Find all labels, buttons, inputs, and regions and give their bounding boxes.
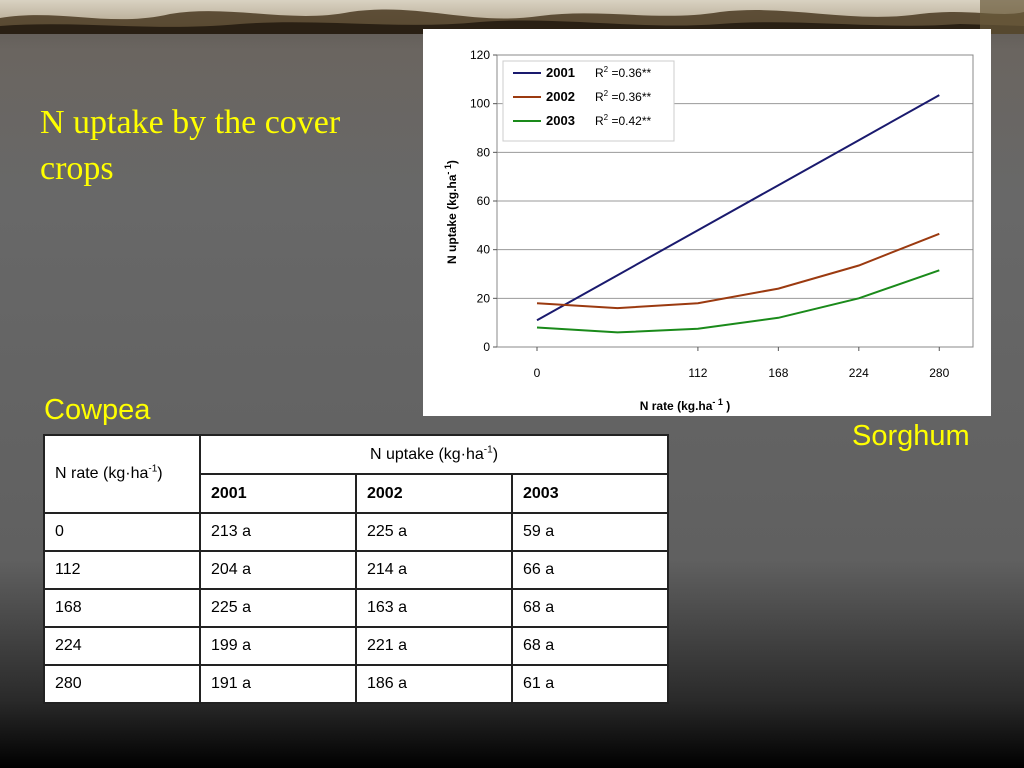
table-row: 0 213 a 225 a 59 a	[43, 512, 669, 552]
year-header-2001: 2001	[199, 473, 357, 514]
series-line-2003	[536, 269, 940, 334]
rate-cell: 224	[43, 626, 201, 666]
y-axis-label-sup: - 1	[443, 164, 453, 175]
rate-cell: 168	[43, 588, 201, 628]
value-cell: 204 a	[199, 550, 357, 590]
series-line-2001	[536, 94, 940, 322]
sorghum-caption: Sorghum	[852, 420, 970, 452]
value-cell: 225 a	[199, 588, 357, 628]
rate-cell: 280	[43, 664, 201, 704]
uptake-group-header: N uptake (kg·ha-1)	[199, 434, 669, 475]
legend-label-2002: 2002	[546, 89, 575, 104]
y-tick-labels: 0 20 40 60 80 100 120	[470, 48, 497, 354]
legend-r2-2002: R2 =0.36**	[595, 89, 651, 104]
value-cell: 68 a	[511, 626, 669, 666]
y-tick-label: 100	[470, 97, 490, 111]
y-axis-label: N uptake (kg.ha- 1)	[443, 160, 459, 264]
n-uptake-table: N rate (kg·ha-1) N uptake (kg·ha-1) 2001…	[43, 434, 669, 704]
rate-cell: 0	[43, 512, 201, 552]
value-cell: 225 a	[355, 512, 513, 552]
x-axis-label-prefix: N rate (kg.ha	[640, 399, 713, 413]
chart-legend: 2001 R2 =0.36** 2002 R2 =0.36** 2003 R2 =0.42…	[502, 60, 675, 142]
rate-header-suffix: )	[157, 465, 163, 482]
value-cell: 61 a	[511, 664, 669, 704]
x-axis-label: N rate (kg.ha- 1 )	[640, 397, 731, 413]
table-year-row: 2001 2002 2003	[44, 473, 669, 514]
series-line-2002	[536, 232, 940, 310]
y-tick-label: 40	[477, 243, 491, 257]
rate-header-prefix: N rate (kg·ha	[55, 465, 149, 482]
y-tick-label: 80	[477, 145, 491, 159]
x-tick-label: 112	[688, 366, 707, 380]
x-axis-label-sup: - 1	[712, 397, 723, 407]
value-cell: 59 a	[511, 512, 669, 552]
legend-r2-2003: R2 =0.42**	[595, 113, 651, 128]
value-cell: 68 a	[511, 588, 669, 628]
year-header-2003: 2003	[511, 473, 669, 514]
slide-title: N uptake by the cover crops	[40, 104, 341, 187]
legend-r2-2001: R2 =0.36**	[595, 65, 651, 80]
rate-column-header: N rate (kg·ha-1)	[43, 434, 201, 514]
series-lines	[536, 94, 940, 334]
uptake-header-sup: -1	[483, 444, 493, 456]
uptake-header-suffix: )	[492, 445, 499, 463]
x-tick-label: 168	[768, 366, 788, 380]
legend-box	[502, 60, 675, 142]
x-tick-labels: 0 112 168 224 280	[534, 347, 950, 380]
value-cell: 214 a	[355, 550, 513, 590]
y-tick-label: 60	[477, 194, 491, 208]
line-chart: 0 20 40 60 80 100 120 0 112 168 224 280 N rate (kg…	[443, 48, 974, 413]
y-axis-label-prefix: N uptake (kg.ha	[445, 174, 459, 264]
table-header-row: N rate (kg·ha-1) N uptake (kg·ha-1)	[43, 434, 669, 514]
rate-cell: 112	[43, 550, 201, 590]
value-cell: 221 a	[355, 626, 513, 666]
y-tick-label: 120	[470, 48, 490, 62]
table-row: 168 225 a 163 a 68 a	[43, 588, 669, 628]
table-row: 112 204 a 214 a 66 a	[43, 550, 669, 590]
y-axis-label-suffix: )	[445, 160, 459, 164]
chart-panel: 0 20 40 60 80 100 120 0 112 168 224 280 N rate (kg…	[423, 29, 991, 416]
legend-label-2001: 2001	[546, 65, 575, 80]
cowpea-caption: Cowpea	[44, 394, 151, 426]
x-axis-label-suffix: )	[723, 399, 730, 413]
value-cell: 199 a	[199, 626, 357, 666]
value-cell: 213 a	[199, 512, 357, 552]
y-tick-label: 0	[483, 340, 490, 354]
year-header-2002: 2002	[355, 473, 513, 514]
value-cell: 163 a	[355, 588, 513, 628]
x-tick-label: 0	[534, 366, 541, 380]
x-tick-label: 224	[849, 366, 869, 380]
value-cell: 66 a	[511, 550, 669, 590]
rate-header-sup: -1	[148, 463, 158, 475]
value-cell: 186 a	[355, 664, 513, 704]
table-row: 224 199 a 221 a 68 a	[43, 626, 669, 666]
table-row: 280 191 a 186 a 61 a	[43, 664, 669, 704]
value-cell: 191 a	[199, 664, 357, 704]
legend-label-2003: 2003	[546, 113, 575, 128]
x-tick-label: 280	[929, 366, 949, 380]
y-tick-label: 20	[477, 291, 491, 305]
uptake-header-prefix: N uptake (kg·ha	[369, 445, 484, 463]
